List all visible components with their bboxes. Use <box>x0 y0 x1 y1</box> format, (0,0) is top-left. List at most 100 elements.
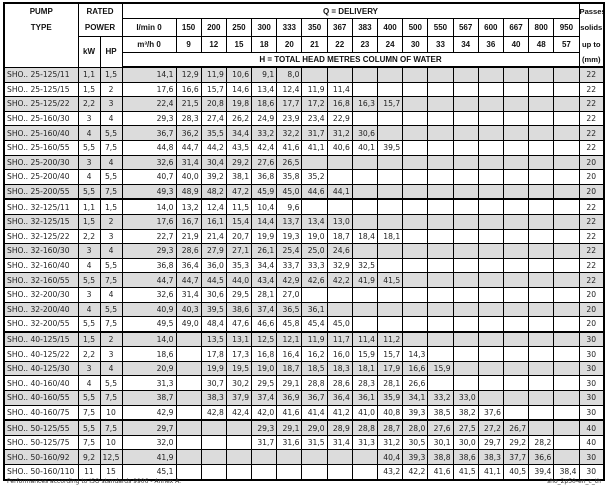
head-cell: 40,6 <box>326 139 353 156</box>
solids-cell: 22 <box>578 213 605 230</box>
head-cell <box>502 228 530 245</box>
head-cell: 31,5 <box>301 434 328 451</box>
kw-cell: 3 <box>77 154 101 171</box>
head-cell: 45,0 <box>276 183 303 201</box>
hp-cell: 4 <box>99 110 123 127</box>
head-cell <box>452 66 479 83</box>
head-cell: 36,8 <box>251 169 278 185</box>
head-cell <box>528 81 555 98</box>
flow-lmin-header: 667 <box>502 18 530 37</box>
head-cell: 10,6 <box>225 66 253 83</box>
head-cell <box>477 110 504 127</box>
solids-cell: 30 <box>578 404 605 422</box>
head-cell: 17,6 <box>121 213 177 230</box>
head-cell <box>502 183 530 201</box>
head-cell <box>452 243 479 259</box>
head-cell <box>376 66 404 83</box>
head-cell: 45,0 <box>326 316 353 333</box>
flow-lmin-header: 367 <box>326 18 353 37</box>
head-cell: 10,4 <box>251 198 278 215</box>
flow-lmin-header: 350 <box>301 18 328 37</box>
head-cell: 38,2 <box>452 404 479 422</box>
head-cell: 16,0 <box>326 346 353 362</box>
head-cell: 12,5 <box>251 331 278 348</box>
delivery-header: Q = DELIVERY <box>121 2 580 19</box>
head-cell <box>477 213 504 230</box>
head-cell: 15,7 <box>376 96 404 112</box>
head-cell <box>402 66 429 83</box>
head-cell: 43,2 <box>376 464 404 481</box>
head-cell <box>175 331 202 348</box>
passes-header-line2: solids <box>578 18 605 37</box>
head-cell <box>376 213 404 230</box>
head-cell: 40,8 <box>376 404 404 422</box>
solids-cell: 20 <box>578 286 605 303</box>
head-cell <box>528 316 555 333</box>
head-cell: 32,9 <box>326 257 353 274</box>
table-row: SHO.. 25-160/40 4 5,5 36,7 36,2 35,5 34,4 33,2 3… <box>3 125 605 141</box>
pump-type-cell: SHO.. 25-200/30 <box>3 154 79 171</box>
head-cell: 31,7 <box>301 125 328 141</box>
head-cell: 22,9 <box>326 110 353 127</box>
head-cell: 29,2 <box>225 154 253 171</box>
head-cell: 43,4 <box>251 272 278 288</box>
head-cell: 24,9 <box>251 110 278 127</box>
head-cell <box>427 346 454 362</box>
head-cell <box>427 81 454 98</box>
head-cell: 38,6 <box>452 449 479 466</box>
head-cell: 31,4 <box>326 434 353 451</box>
head-cell <box>427 257 454 274</box>
head-cell: 15,7 <box>200 81 227 98</box>
head-cell: 40,4 <box>376 449 404 466</box>
head-cell: 18,1 <box>376 228 404 245</box>
head-cell <box>452 375 479 392</box>
head-cell: 28,1 <box>376 375 404 392</box>
head-cell <box>553 198 580 215</box>
head-cell: 38,1 <box>225 169 253 185</box>
passes-header-line3: up to <box>578 36 605 53</box>
head-cell <box>477 301 504 318</box>
head-cell: 28,1 <box>251 286 278 303</box>
head-cell <box>427 139 454 156</box>
head-cell <box>502 110 530 127</box>
head-cell: 18,4 <box>351 228 379 245</box>
head-cell <box>175 449 202 466</box>
head-cell: 35,5 <box>200 125 227 141</box>
head-cell: 30,6 <box>351 125 379 141</box>
pump-performance-table: PUMP RATED Q = DELIVERY Passes TYPE POWE… <box>3 2 606 481</box>
head-cell: 19,3 <box>276 228 303 245</box>
pump-type-cell: SHO.. 25-200/40 <box>3 169 79 185</box>
solids-cell: 22 <box>578 243 605 259</box>
head-cell <box>175 346 202 362</box>
head-cell: 45,8 <box>276 316 303 333</box>
kw-cell: 4 <box>77 169 101 185</box>
head-cell <box>528 154 555 171</box>
head-cell: 28,6 <box>175 243 202 259</box>
head-cell: 9,1 <box>251 66 278 83</box>
kw-cell: 5,5 <box>77 419 101 436</box>
head-cell <box>477 272 504 288</box>
hp-cell: 3 <box>99 96 123 112</box>
head-cell: 41,6 <box>427 464 454 481</box>
head-cell <box>276 464 303 481</box>
pump-type-cell: SHO.. 25-160/40 <box>3 125 79 141</box>
head-cell <box>553 154 580 171</box>
head-cell: 41,4 <box>301 404 328 422</box>
head-cell: 41,9 <box>351 272 379 288</box>
head-cell: 22,7 <box>121 228 177 245</box>
kw-cell: 5,5 <box>77 139 101 156</box>
head-cell: 44,7 <box>175 272 202 288</box>
head-cell: 19,8 <box>225 96 253 112</box>
head-cell: 21,5 <box>175 96 202 112</box>
head-cell <box>351 198 379 215</box>
head-cell: 31,2 <box>376 434 404 451</box>
head-cell: 16,7 <box>175 213 202 230</box>
footer-note: Performances according to ISO standards … <box>7 478 182 485</box>
head-cell: 15,7 <box>376 346 404 362</box>
kw-cell: 5,5 <box>77 183 101 201</box>
head-cell <box>477 346 504 362</box>
pump-type-cell: SHO.. 50-160/110 <box>3 464 79 481</box>
head-cell: 35,3 <box>225 257 253 274</box>
head-cell <box>402 110 429 127</box>
flow-m3h-header: 40 <box>502 36 530 53</box>
